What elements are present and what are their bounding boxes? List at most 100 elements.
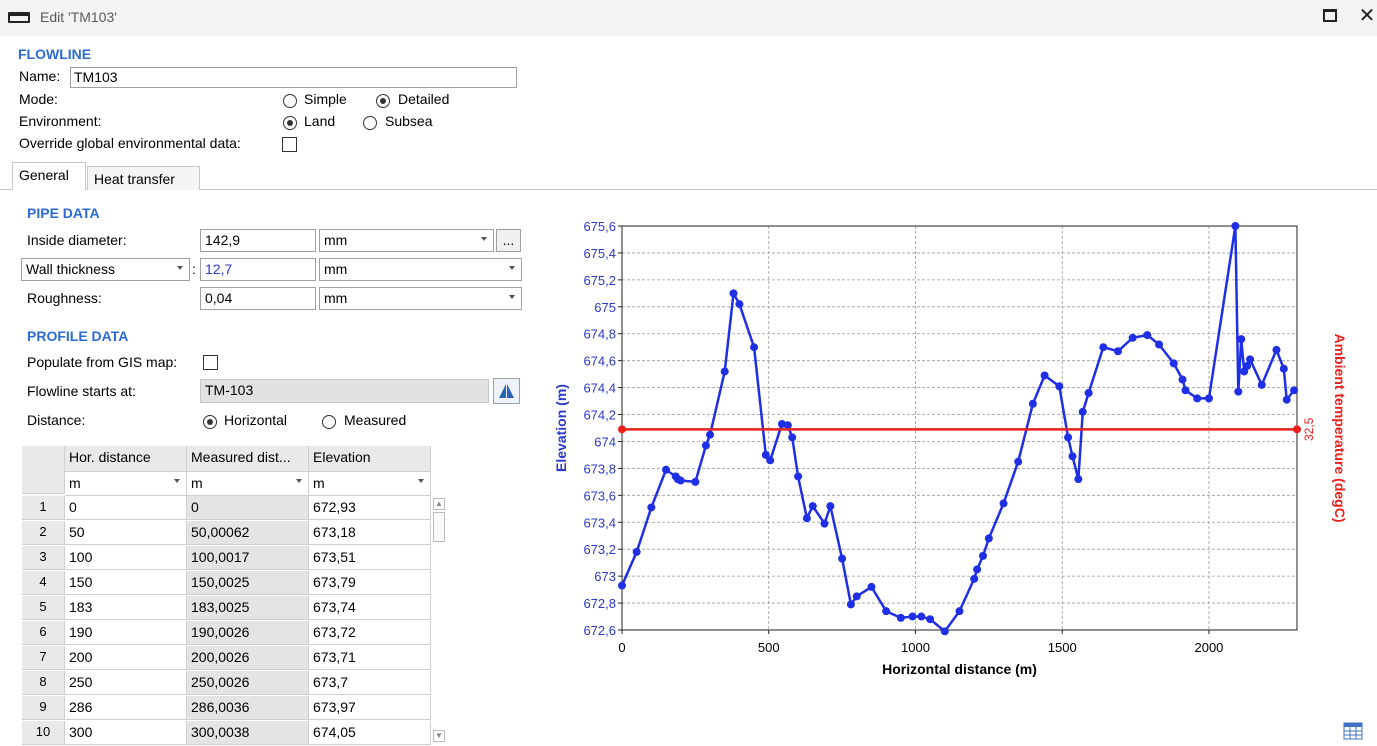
table-cell[interactable]: 673,18 bbox=[309, 521, 431, 545]
scroll-thumb[interactable] bbox=[433, 512, 445, 542]
distance-measured-label[interactable]: Measured bbox=[344, 412, 407, 428]
env-land-label[interactable]: Land bbox=[304, 113, 336, 129]
tab-heat-transfer[interactable]: Heat transfer bbox=[87, 166, 200, 190]
maximize-icon[interactable] bbox=[1323, 9, 1337, 22]
table-scrollbar[interactable]: ▲ ▼ bbox=[432, 496, 446, 746]
close-icon[interactable]: ✕ bbox=[1358, 5, 1376, 27]
mode-detailed-label[interactable]: Detailed bbox=[398, 91, 450, 107]
table-cell[interactable]: 250,0026 bbox=[187, 671, 309, 695]
elevation-point bbox=[1234, 387, 1243, 396]
distance-horizontal-label[interactable]: Horizontal bbox=[224, 412, 288, 428]
chevron-down-icon bbox=[509, 295, 515, 299]
y-tick-label: 674,4 bbox=[583, 381, 616, 396]
table-cell[interactable]: 150,0025 bbox=[187, 571, 309, 595]
table-cell[interactable]: 286,0036 bbox=[187, 696, 309, 720]
table-cell[interactable]: 286 bbox=[65, 696, 187, 720]
profile-table: Hor. distance Measured dist... Elevation… bbox=[22, 446, 446, 746]
table-view-icon[interactable] bbox=[1343, 722, 1363, 740]
table-cell[interactable]: 183 bbox=[65, 596, 187, 620]
table-cell[interactable]: 673,97 bbox=[309, 696, 431, 720]
chevron-down-icon bbox=[509, 266, 515, 270]
elevation-point bbox=[662, 465, 671, 474]
wall-thickness-selector[interactable]: Wall thickness bbox=[21, 258, 190, 281]
table-cell[interactable]: 100,0017 bbox=[187, 546, 309, 570]
table-cell[interactable]: 0 bbox=[65, 496, 187, 520]
distance-horizontal-radio[interactable] bbox=[203, 415, 217, 429]
mode-detailed-radio[interactable] bbox=[376, 94, 390, 108]
mode-simple-radio[interactable] bbox=[283, 94, 297, 108]
unit-select-hor[interactable]: m bbox=[65, 472, 187, 496]
row-header[interactable]: 5 bbox=[22, 596, 65, 620]
elevation-point bbox=[1028, 399, 1037, 408]
table-cell[interactable]: 673,7 bbox=[309, 671, 431, 695]
row-header[interactable]: 10 bbox=[22, 721, 65, 745]
table-cell[interactable]: 200 bbox=[65, 646, 187, 670]
starts-input[interactable]: TM-103 bbox=[200, 379, 489, 403]
populate-checkbox[interactable] bbox=[203, 355, 218, 370]
table-cell[interactable]: 673,72 bbox=[309, 621, 431, 645]
tab-general[interactable]: General bbox=[12, 162, 86, 190]
row-header[interactable]: 4 bbox=[22, 571, 65, 595]
elevation-point bbox=[632, 547, 641, 556]
populate-label: Populate from GIS map: bbox=[27, 354, 178, 370]
table-cell[interactable]: 183,0025 bbox=[187, 596, 309, 620]
scroll-up-icon[interactable]: ▲ bbox=[433, 498, 445, 510]
col-header-elevation[interactable]: Elevation bbox=[309, 446, 431, 472]
wall-thickness-input[interactable]: 12,7 bbox=[200, 258, 316, 281]
map-pin-icon bbox=[499, 384, 514, 398]
row-header[interactable]: 6 bbox=[22, 621, 65, 645]
table-cell[interactable]: 300 bbox=[65, 721, 187, 745]
y-tick-label: 674,2 bbox=[583, 408, 616, 423]
table-cell[interactable]: 673,79 bbox=[309, 571, 431, 595]
elevation-point bbox=[1055, 382, 1064, 391]
table-cell[interactable]: 300,0038 bbox=[187, 721, 309, 745]
row-header[interactable]: 9 bbox=[22, 696, 65, 720]
window-icon bbox=[8, 12, 30, 23]
row-header[interactable]: 8 bbox=[22, 671, 65, 695]
row-header[interactable]: 1 bbox=[22, 496, 65, 520]
table-cell[interactable]: 50,00062 bbox=[187, 521, 309, 545]
distance-measured-radio[interactable] bbox=[322, 415, 336, 429]
mode-simple-label[interactable]: Simple bbox=[304, 91, 347, 107]
env-subsea-radio[interactable] bbox=[363, 116, 377, 130]
environment-label: Environment: bbox=[19, 113, 102, 129]
row-header[interactable]: 3 bbox=[22, 546, 65, 570]
gis-map-button[interactable] bbox=[493, 378, 520, 404]
override-checkbox[interactable] bbox=[282, 137, 297, 152]
table-cell[interactable]: 674,05 bbox=[309, 721, 431, 745]
table-cell[interactable]: 673,71 bbox=[309, 646, 431, 670]
roughness-unit-select[interactable]: mm bbox=[319, 287, 522, 310]
table-cell[interactable]: 200,0026 bbox=[187, 646, 309, 670]
elevation-point bbox=[802, 514, 811, 523]
y-tick-label: 673,4 bbox=[583, 515, 616, 530]
row-header[interactable]: 2 bbox=[22, 521, 65, 545]
inside-diameter-unit-select[interactable]: mm bbox=[319, 229, 494, 252]
row-header[interactable]: 7 bbox=[22, 646, 65, 670]
table-cell[interactable]: 673,74 bbox=[309, 596, 431, 620]
inside-diameter-label: Inside diameter: bbox=[27, 232, 127, 248]
browse-button[interactable]: ... bbox=[496, 229, 521, 252]
roughness-input[interactable]: 0,04 bbox=[200, 287, 316, 310]
col-header-hor-distance[interactable]: Hor. distance bbox=[65, 446, 187, 472]
table-cell[interactable]: 100 bbox=[65, 546, 187, 570]
table-cell[interactable]: 190,0026 bbox=[187, 621, 309, 645]
table-cell[interactable]: 250 bbox=[65, 671, 187, 695]
inside-diameter-input[interactable]: 142,9 bbox=[200, 229, 316, 252]
unit-select-measured[interactable]: m bbox=[187, 472, 309, 496]
y-tick-label: 675,6 bbox=[583, 219, 616, 234]
env-subsea-label[interactable]: Subsea bbox=[385, 113, 433, 129]
elevation-point bbox=[955, 607, 964, 616]
name-input[interactable]: TM103 bbox=[70, 67, 517, 88]
unit-select-elevation[interactable]: m bbox=[309, 472, 431, 496]
table-cell[interactable]: 673,51 bbox=[309, 546, 431, 570]
table-cell[interactable]: 672,93 bbox=[309, 496, 431, 520]
col-header-measured-distance[interactable]: Measured dist... bbox=[187, 446, 309, 472]
unit-value: m bbox=[313, 475, 325, 491]
table-cell[interactable]: 0 bbox=[187, 496, 309, 520]
env-land-radio[interactable] bbox=[283, 116, 297, 130]
scroll-down-icon[interactable]: ▼ bbox=[433, 730, 445, 742]
table-cell[interactable]: 190 bbox=[65, 621, 187, 645]
wall-thickness-unit-select[interactable]: mm bbox=[319, 258, 522, 281]
table-cell[interactable]: 50 bbox=[65, 521, 187, 545]
table-cell[interactable]: 150 bbox=[65, 571, 187, 595]
